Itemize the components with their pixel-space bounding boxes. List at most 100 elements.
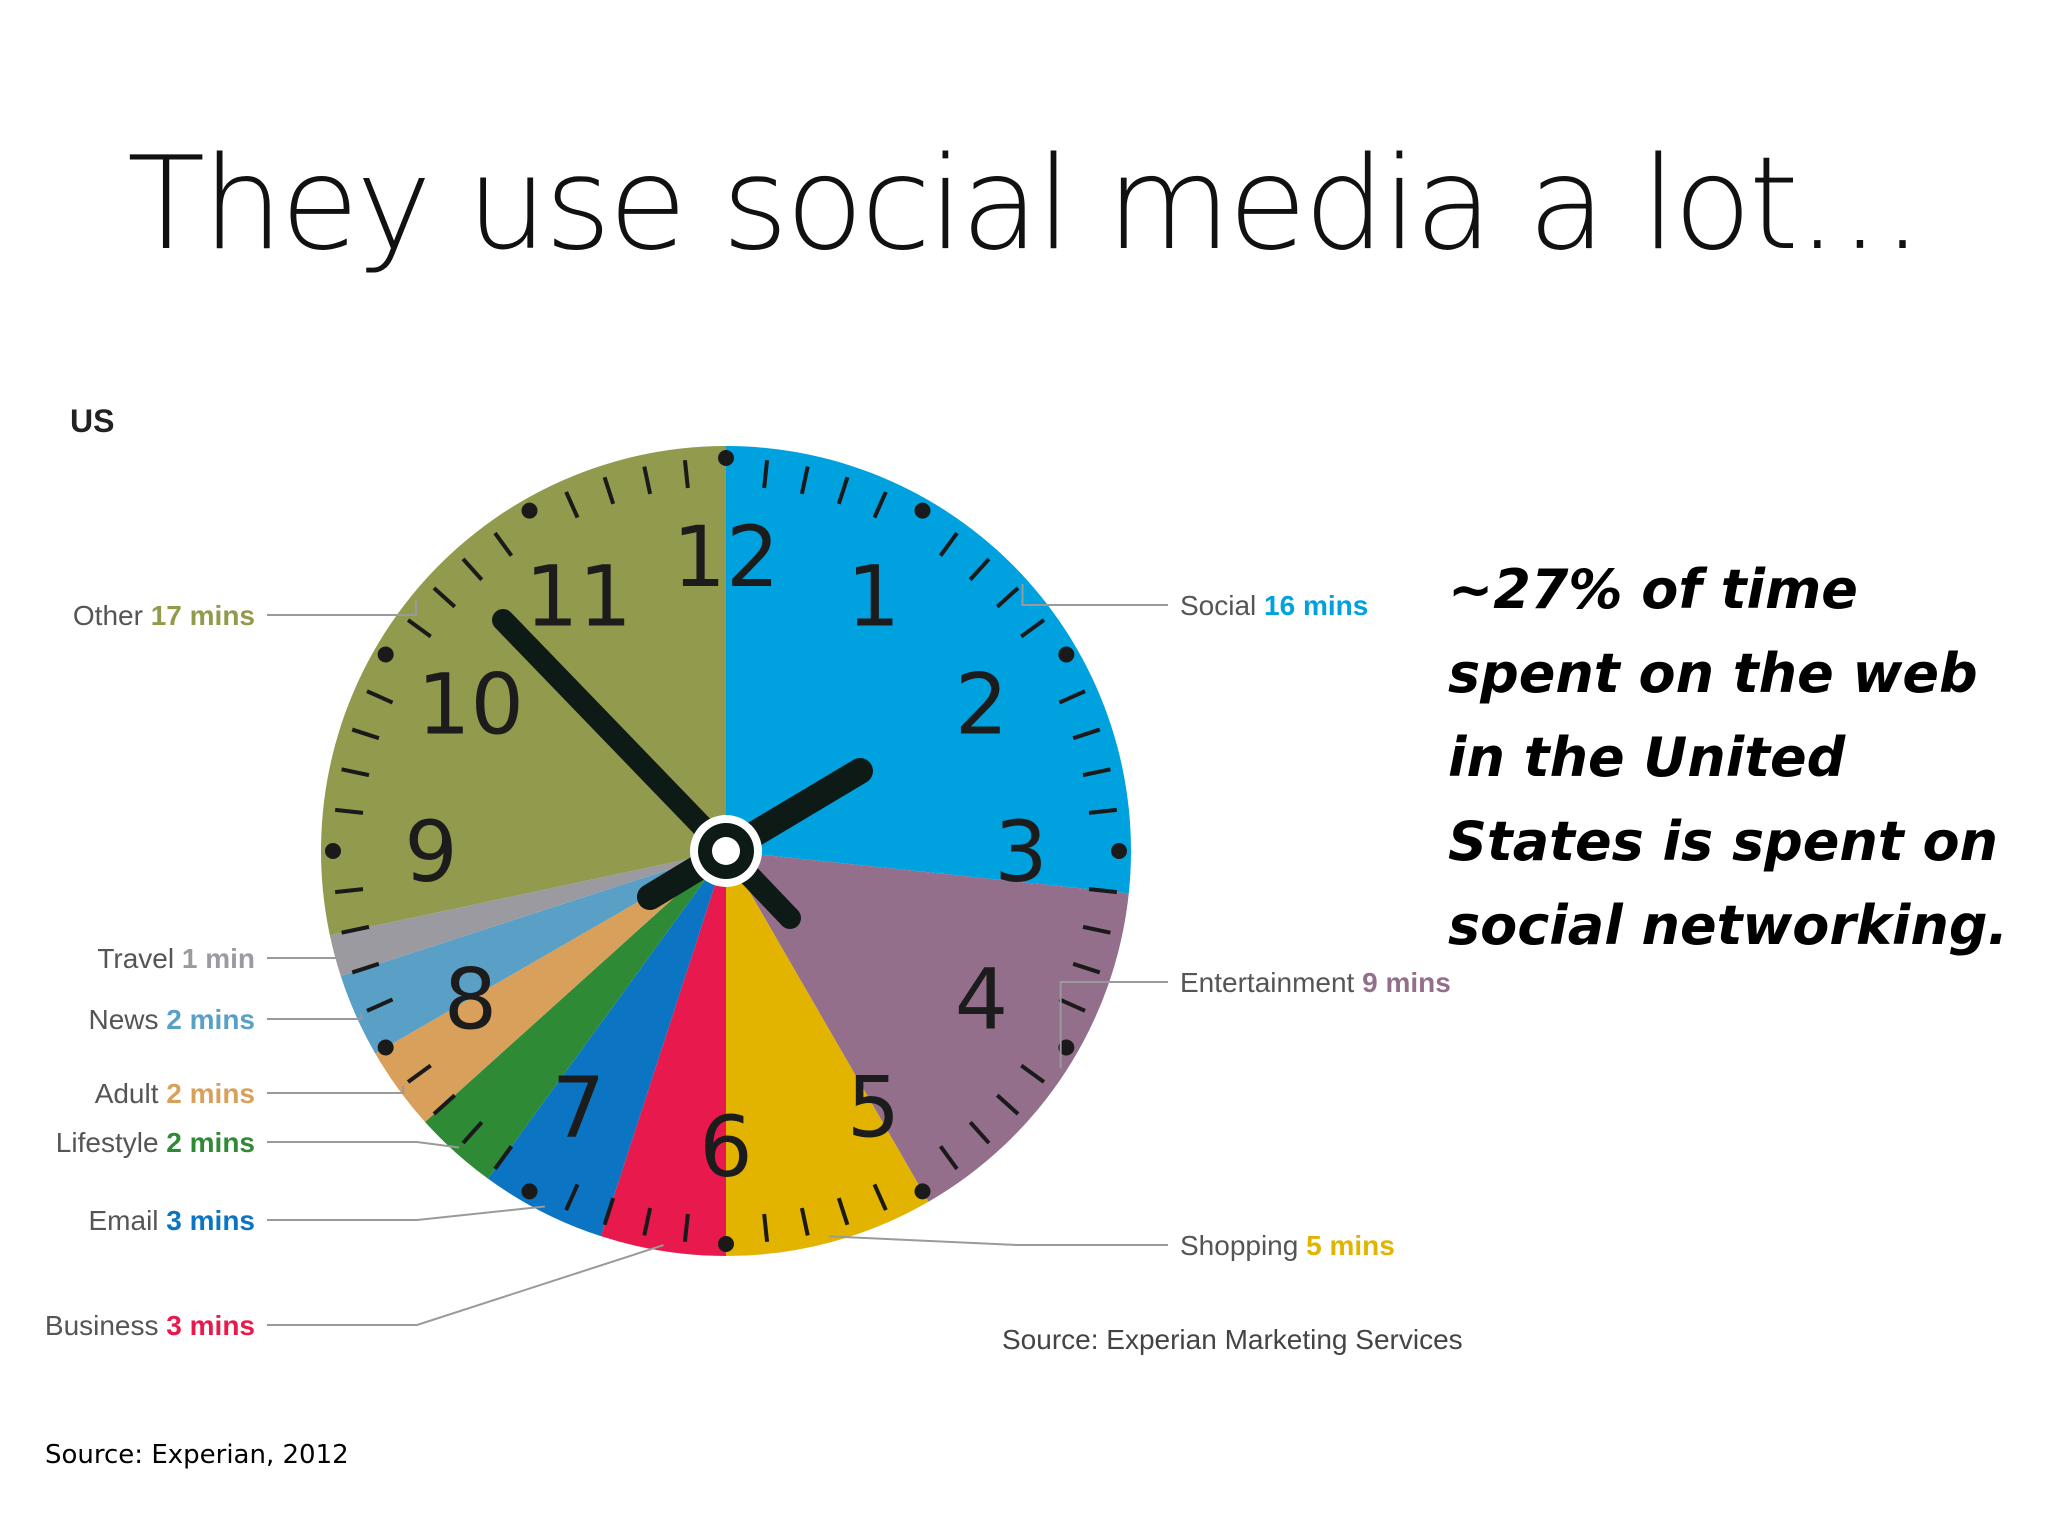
leader-line-travel	[267, 954, 342, 959]
slice-label-name: Lifestyle	[56, 1127, 167, 1158]
minute-tick	[351, 727, 380, 741]
minute-tick	[1020, 618, 1046, 639]
minute-tick	[995, 1093, 1020, 1116]
minute-tick	[1072, 961, 1101, 975]
hour-tick	[377, 646, 394, 663]
minute-tick	[334, 887, 364, 895]
pie-slices	[320, 446, 1132, 1256]
slice-label-value: 3 mins	[166, 1310, 255, 1341]
minute-tick	[799, 466, 810, 495]
hour-tick	[1111, 843, 1127, 859]
clock-numeral: 7	[552, 1058, 605, 1156]
minute-tick	[1058, 997, 1086, 1013]
clock-numeral: 8	[444, 951, 497, 1049]
clock-numeral: 12	[673, 508, 780, 606]
slice-label-value: 2 mins	[166, 1004, 255, 1035]
slice-label-social: Social 16 mins	[1180, 590, 1368, 621]
clock-numeral: 2	[955, 656, 1008, 754]
leader-line-lifestyle	[267, 1141, 460, 1149]
leader-line-other	[267, 599, 417, 616]
slice-label-name: Business	[45, 1310, 166, 1341]
hour-tick	[718, 1236, 734, 1252]
slice-labels: Social 16 mins Entertainment 9 mins Shoppi…	[45, 590, 1451, 1341]
clock-numeral: 10	[417, 656, 524, 754]
leader-line-adult	[267, 1085, 405, 1094]
minute-tick	[564, 491, 580, 519]
clock-numeral: 5	[847, 1058, 900, 1156]
minute-tick	[799, 1207, 810, 1236]
slide-source: Source: Experian, 2012	[45, 1440, 349, 1470]
minute-tick	[968, 1120, 991, 1145]
pie-slice-business	[600, 851, 726, 1256]
clock-numeral: 9	[404, 803, 457, 901]
slice-label-travel: Travel 1 min	[97, 943, 255, 974]
hour-tick	[521, 1183, 538, 1200]
minute-tick	[762, 459, 770, 489]
minute-tick	[406, 1063, 432, 1084]
chart-title: US	[70, 403, 114, 439]
leader-line-business	[267, 1244, 664, 1326]
clock-hands	[492, 609, 873, 929]
pie-slice-other	[320, 446, 726, 936]
clock-ticks	[325, 450, 1127, 1252]
pie-slice-lifestyle	[425, 851, 726, 1179]
minute-tick	[1020, 1063, 1046, 1084]
pie-slice-travel	[329, 851, 726, 977]
minute-tick	[432, 586, 457, 609]
slice-label-other: Other 17 mins	[73, 600, 255, 631]
minute-tick	[872, 1183, 888, 1211]
slice-label-name: Adult	[95, 1078, 167, 1109]
callout-text: ~27% of time spent on the web in the Uni…	[1448, 558, 2009, 957]
slice-label-value: 9 mins	[1362, 967, 1451, 998]
slice-label-name: Shopping	[1180, 1230, 1306, 1261]
slice-label-lifestyle: Lifestyle 2 mins	[56, 1127, 255, 1158]
hour-tick	[377, 1039, 394, 1056]
pie-slice-email	[487, 851, 726, 1237]
minute-tick	[968, 557, 991, 582]
slice-label-value: 2 mins	[166, 1078, 255, 1109]
slice-label-value: 16 mins	[1264, 590, 1368, 621]
minute-tick	[938, 531, 959, 557]
leader-line-social	[1021, 584, 1168, 606]
minute-tick	[938, 1145, 959, 1171]
minute-tick	[493, 1145, 514, 1171]
minute-tick	[493, 531, 514, 557]
slice-label-name: Social	[1180, 590, 1264, 621]
minute-tick	[995, 586, 1020, 609]
clock-numeral: 4	[955, 951, 1008, 1049]
minute-tick	[1088, 887, 1118, 895]
slice-label-name: Email	[89, 1205, 167, 1236]
minute-tick	[1088, 807, 1118, 815]
leader-line-entertainment	[1059, 981, 1168, 1069]
minute-tick	[351, 961, 380, 975]
slice-label-value: 1 min	[182, 943, 255, 974]
pie-slice-news	[340, 851, 726, 1054]
pie-slice-entertainment	[726, 851, 1129, 1202]
minute-tick	[602, 1197, 616, 1226]
slice-label-email: Email 3 mins	[89, 1205, 256, 1236]
hour-tick	[914, 1183, 931, 1200]
clock-numeral: 1	[847, 548, 900, 646]
hub-center	[712, 837, 740, 865]
slice-label-adult: Adult 2 mins	[95, 1078, 255, 1109]
slice-label-entertainment: Entertainment 9 mins	[1180, 967, 1451, 998]
minute-tick	[872, 491, 888, 519]
hour-tick	[521, 502, 538, 519]
minute-tick	[1072, 727, 1101, 741]
slide-title: They use social media a lot…	[127, 130, 1924, 279]
minute-tick	[432, 1093, 457, 1116]
hour-tick	[718, 450, 734, 466]
pie-slice-shopping	[726, 851, 929, 1256]
slice-label-name: News	[89, 1004, 167, 1035]
clock-numeral: 6	[699, 1098, 752, 1196]
clock-numeral: 11	[525, 548, 632, 646]
leader-lines	[267, 584, 1168, 1326]
minute-tick	[682, 1213, 690, 1243]
slice-label-shopping: Shopping 5 mins	[1180, 1230, 1395, 1261]
minute-tick	[836, 476, 850, 505]
minute-tick	[602, 476, 616, 505]
slice-label-value: 2 mins	[166, 1127, 255, 1158]
minute-tick	[406, 618, 432, 639]
